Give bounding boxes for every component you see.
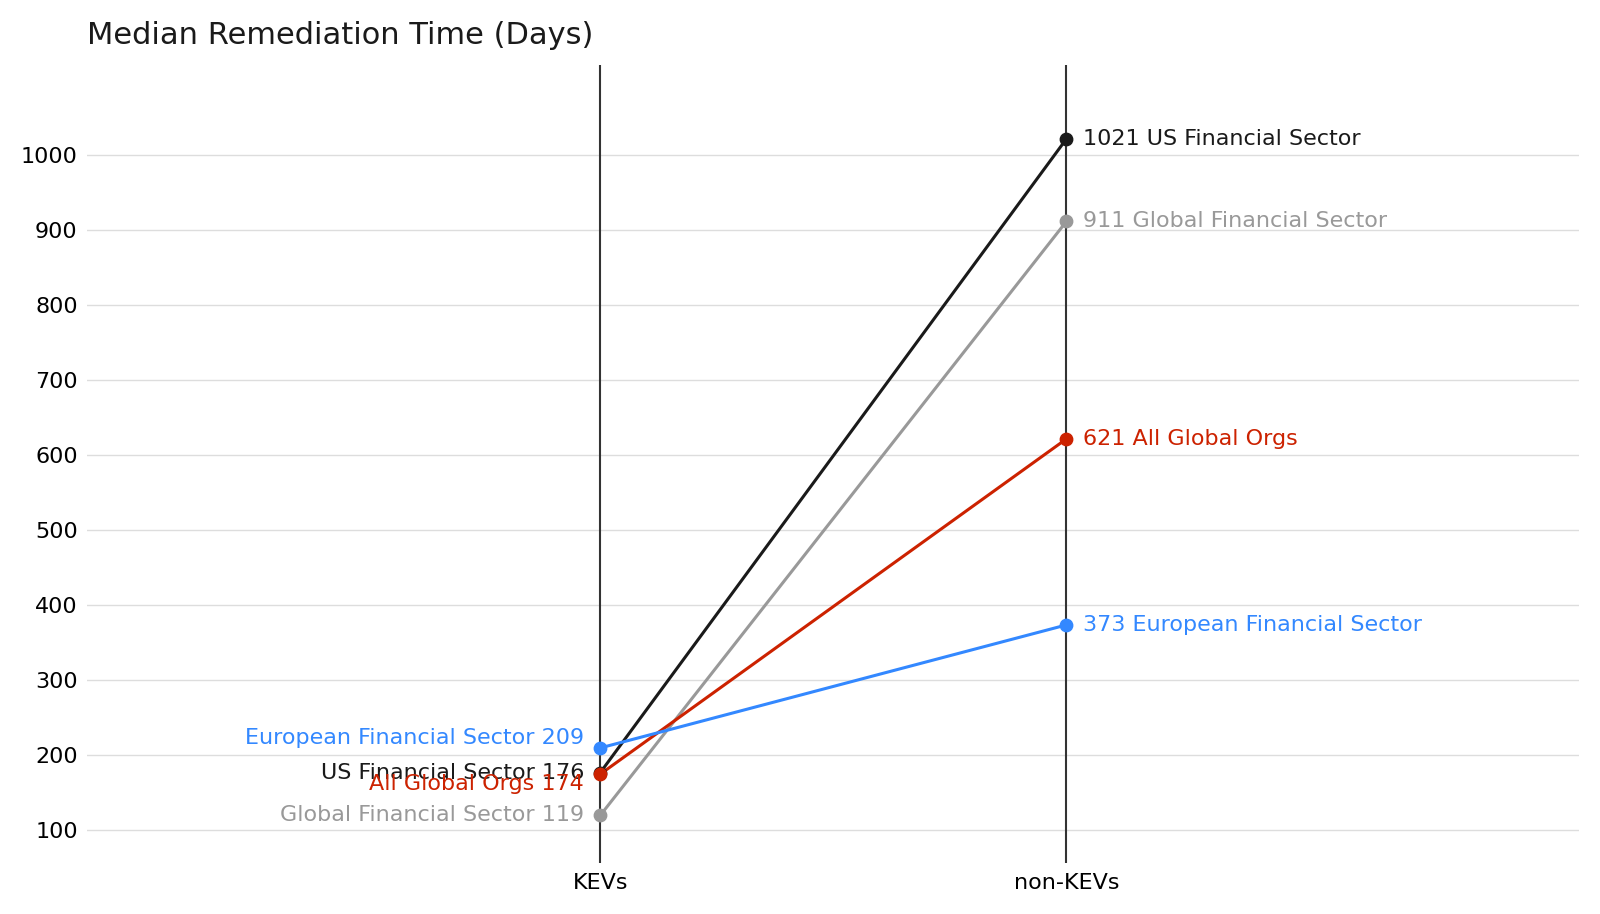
Text: 621 All Global Orgs: 621 All Global Orgs <box>1083 429 1298 449</box>
Text: European Financial Sector 209: European Financial Sector 209 <box>245 728 584 748</box>
Text: Global Financial Sector 119: Global Financial Sector 119 <box>280 805 584 825</box>
Text: US Financial Sector 176: US Financial Sector 176 <box>320 762 584 782</box>
Point <box>587 767 613 781</box>
Text: All Global Orgs 174: All Global Orgs 174 <box>370 774 584 794</box>
Point <box>1053 132 1078 146</box>
Text: Median Remediation Time (Days): Median Remediation Time (Days) <box>88 21 594 50</box>
Text: 911 Global Financial Sector: 911 Global Financial Sector <box>1083 211 1387 231</box>
Point <box>1053 431 1078 446</box>
Point <box>587 740 613 755</box>
Point <box>587 808 613 823</box>
Point <box>1053 214 1078 228</box>
Point <box>587 765 613 780</box>
Text: 1021 US Financial Sector: 1021 US Financial Sector <box>1083 129 1360 149</box>
Text: 373 European Financial Sector: 373 European Financial Sector <box>1083 615 1422 635</box>
Point <box>1053 618 1078 632</box>
